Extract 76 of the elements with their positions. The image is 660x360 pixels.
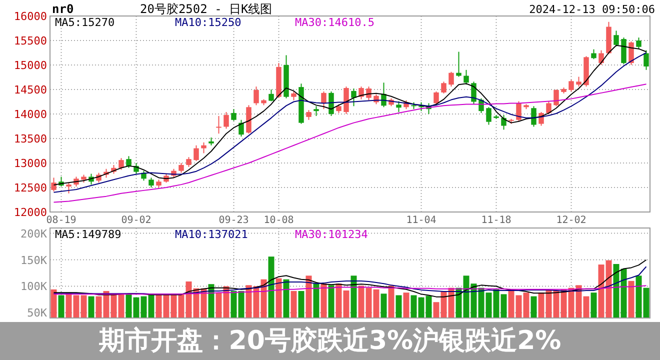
text: MA10:15250 — [175, 16, 242, 29]
y-tick-label: 50K — [27, 306, 48, 320]
y-tick-label: 15500 — [14, 34, 47, 48]
candlestick — [314, 106, 319, 116]
line-series — [53, 285, 647, 295]
y-tick-label: 14500 — [14, 84, 47, 96]
candlestick — [268, 89, 274, 102]
candlestick — [471, 81, 476, 105]
annotation: nr0 — [52, 2, 74, 16]
candlestick — [194, 144, 199, 162]
text: MA5:15270 — [55, 16, 115, 29]
y-tick-label: 13000 — [14, 157, 47, 170]
candlestick — [554, 89, 559, 107]
candlestick — [366, 86, 372, 101]
candlestick — [516, 100, 522, 122]
candlestick — [351, 88, 356, 107]
candlestick — [644, 50, 649, 70]
y-tick-label: 100K — [20, 280, 48, 294]
x-tick-label: 09-02 — [121, 215, 152, 226]
line-series — [53, 266, 647, 295]
candlestick — [216, 115, 222, 134]
candlestick — [614, 30, 619, 47]
candlestick — [501, 114, 506, 130]
candlestick — [148, 177, 154, 188]
candlestick — [51, 177, 56, 192]
candlestick — [66, 182, 72, 194]
y-tick-label: 150K — [20, 254, 48, 267]
candlestick — [448, 71, 454, 88]
text: 期市开盘：20号胶跌近3%沪银跌近2% — [98, 325, 562, 358]
candlestick — [126, 156, 132, 168]
text: MA10:137021 — [175, 228, 248, 241]
annotation: 2024-12-13 09:50:06 — [529, 3, 655, 16]
candlestick — [254, 86, 259, 106]
candlestick — [486, 106, 492, 126]
x-tick-label: 12-02 — [556, 215, 586, 226]
x-tick-label: 11-04 — [406, 215, 436, 226]
candlestick — [576, 76, 582, 88]
candlestick — [118, 158, 124, 170]
candlestick — [464, 69, 469, 86]
candlestick — [628, 40, 634, 66]
y-tick-label: 12000 — [14, 206, 47, 219]
y-tick-label: 14000 — [14, 108, 47, 121]
candlestick — [186, 156, 192, 168]
x-tick-label: 11-18 — [481, 215, 512, 226]
y-tick-label: 12500 — [14, 182, 47, 194]
y-tick-label: 13500 — [14, 132, 47, 146]
candlestick — [568, 79, 574, 92]
candlestick — [434, 90, 439, 105]
x-tick-label: 08-19 — [46, 215, 76, 226]
y-tick-label: 15000 — [14, 59, 47, 72]
line-series — [53, 259, 647, 298]
x-tick-label: 09-23 — [218, 215, 249, 226]
text: MA30:14610.5 — [295, 16, 374, 29]
candlestick — [231, 108, 236, 122]
y-tick-label: 16000 — [14, 10, 47, 23]
candlestick — [441, 81, 446, 94]
text: MA30:101234 — [295, 228, 368, 241]
candlestick — [306, 110, 312, 120]
candlestick — [546, 100, 552, 114]
candlestick — [224, 112, 229, 130]
candlestick — [456, 51, 462, 78]
candlestick — [238, 119, 244, 138]
candlestick — [636, 37, 642, 50]
candlestick — [178, 162, 184, 174]
chart-title: 20号胶2502 - 日K线图 — [140, 2, 272, 16]
line-series — [53, 84, 647, 203]
candlestick — [591, 48, 596, 60]
candlestick — [598, 50, 604, 66]
candlestick — [358, 86, 364, 100]
candlestick — [531, 106, 536, 128]
x-tick-label: 10-08 — [264, 215, 294, 226]
candlestick — [396, 100, 402, 113]
candlestick — [321, 90, 326, 110]
y-tick-label: 200K — [20, 227, 48, 240]
candlestick — [201, 142, 206, 154]
text: MA5:149789 — [55, 228, 122, 241]
